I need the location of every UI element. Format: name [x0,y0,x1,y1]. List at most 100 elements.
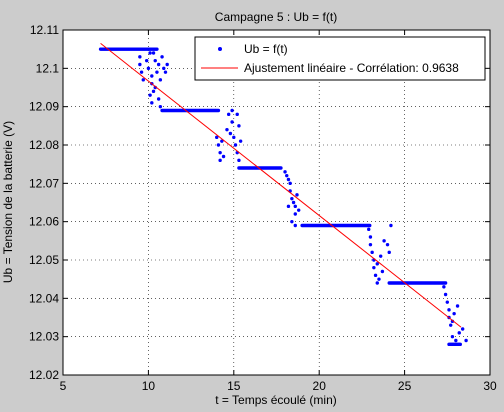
data-point [367,227,371,232]
y-tick-label: 12.03 [29,330,59,344]
data-point [286,204,291,209]
legend-label-fit: Ajustement linéaire - Corrélation: 0.963… [244,61,459,75]
data-point [230,108,234,113]
data-point [158,78,163,82]
x-tick-label: 25 [398,379,412,393]
data-point [454,338,458,343]
y-tick-label: 12.1 [36,61,60,75]
data-point [291,200,296,205]
data-point [158,104,163,109]
data-point [368,223,372,228]
y-tick-label: 12.08 [29,138,59,152]
data-point [285,173,289,178]
data-point [225,127,229,132]
data-point [457,331,461,335]
data-point [148,93,152,97]
data-point [297,208,301,212]
data-point [290,219,294,224]
data-point [452,311,456,316]
data-point [221,154,226,159]
data-point [151,89,156,94]
data-point [148,51,152,55]
data-point [389,223,393,228]
data-point [443,281,448,285]
data-point [138,55,142,59]
data-point [138,62,142,67]
data-point [150,74,154,78]
data-point [445,300,449,304]
data-point [151,51,156,55]
data-point [375,262,379,266]
data-point [165,62,169,67]
data-point [378,254,383,258]
data-point [218,158,222,163]
y-tick-label: 12.06 [29,215,59,229]
data-point [443,292,448,297]
data-point [237,124,241,128]
axes-frame [62,29,491,376]
x-axis-label: t = Temps écoulé (min) [215,393,337,407]
data-point [141,78,145,82]
data-point [155,70,159,74]
data-point [216,108,221,113]
data-point [155,47,159,51]
y-axis-label: Ub = Tension de la batterie (V) [1,121,15,283]
data-point [228,131,233,136]
data-point [156,62,161,67]
data-point [460,327,465,331]
data-point [382,239,386,243]
data-point [380,269,385,274]
data-point [447,308,451,312]
y-tick-label: 12.05 [29,253,59,267]
data-point [286,177,291,182]
chart-title: Campagne 5 : Ub = f(t) [215,10,337,24]
data-point [449,323,453,327]
data-point [215,135,219,140]
data-point [385,242,390,247]
legend: Ub = f(t) Ajustement linéaire - Corrélat… [194,36,486,81]
data-point [293,223,297,228]
data-point [218,150,222,155]
data-point [238,139,243,143]
data-point [372,265,376,270]
data-point [373,273,378,278]
legend-label-measured: Ub = f(t) [244,42,288,56]
x-tick-label: 15 [227,379,241,393]
data-point [232,135,236,140]
ticks: 5 10 15 20 25 30 12.02 12.03 12.04 12.05 12.06 12.0… [29,23,497,393]
data-point [163,70,168,74]
data-point [279,166,283,170]
y-tick-label: 12.11 [30,23,59,37]
data-point [160,55,164,59]
data-point [370,250,374,255]
data-point [153,58,157,63]
data-point [156,97,161,101]
grid [63,30,490,375]
data-point [293,204,297,209]
data-point [216,143,221,147]
legend-marker-measured [218,47,222,51]
y-tick-label: 12.09 [29,100,59,114]
data-point [144,58,149,63]
x-tick-label: 5 [60,379,67,393]
data-point [235,112,239,117]
y-tick-label: 12.07 [29,176,59,190]
data-point [368,242,373,247]
data-point [293,212,297,216]
data-point [450,334,455,339]
data-series [98,43,468,347]
y-tick-label: 12.04 [29,291,59,305]
data-point [162,66,166,71]
data-point [283,170,287,174]
data-point [464,338,468,343]
x-tick-label: 30 [483,379,497,393]
data-point [226,112,231,117]
axes-background [63,30,490,375]
x-tick-label: 20 [313,379,327,393]
y-tick-label: 12.02 [29,368,59,382]
data-point [146,66,151,71]
data-point [220,139,224,143]
data-point [233,143,238,147]
data-point [295,193,299,197]
